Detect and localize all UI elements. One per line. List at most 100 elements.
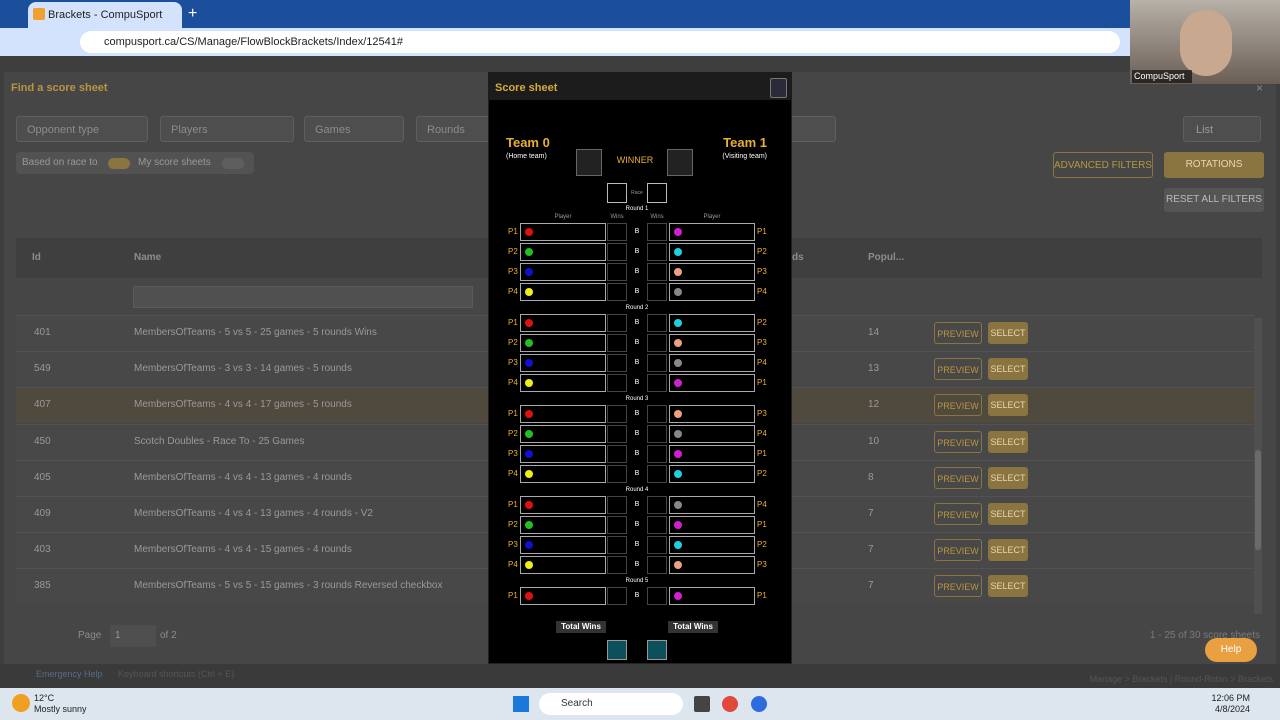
wins-box[interactable] (647, 374, 667, 392)
select-btn[interactable]: SELECT (988, 539, 1028, 562)
select-btn[interactable]: SELECT (988, 358, 1028, 381)
page-input[interactable]: 1 (110, 625, 156, 647)
select-btn[interactable]: SELECT (988, 394, 1028, 417)
help-btn[interactable]: Help (1205, 638, 1257, 662)
preview-btn[interactable]: PREVIEW (934, 394, 982, 417)
preview-btn[interactable]: PREVIEW (934, 322, 982, 344)
modal-close[interactable] (770, 78, 787, 98)
wins-box[interactable] (607, 425, 627, 443)
select-btn[interactable]: SELECT (988, 466, 1028, 489)
wins-box[interactable] (647, 283, 667, 301)
wins-box[interactable] (607, 223, 627, 241)
player-box[interactable] (520, 314, 606, 332)
wins-box[interactable] (607, 263, 627, 281)
player-box[interactable] (520, 425, 606, 443)
player-box[interactable] (520, 283, 606, 301)
wins-box[interactable] (647, 496, 667, 514)
wins-box[interactable] (607, 556, 627, 574)
app-icon[interactable] (722, 696, 738, 712)
footer-emergency[interactable]: Emergency Help (36, 669, 103, 679)
preview-btn[interactable]: PREVIEW (934, 503, 982, 525)
player-box[interactable] (669, 223, 755, 241)
start-button[interactable] (513, 696, 529, 712)
player-box[interactable] (669, 243, 755, 261)
wins-box[interactable] (607, 496, 627, 514)
wins-box[interactable] (647, 314, 667, 332)
wins-box[interactable] (647, 556, 667, 574)
select-btn[interactable]: SELECT (988, 430, 1028, 453)
search-box[interactable]: Search (539, 693, 683, 715)
player-box[interactable] (669, 465, 755, 483)
player-box[interactable] (520, 496, 606, 514)
wins-box[interactable] (607, 587, 627, 605)
player-box[interactable] (520, 556, 606, 574)
player-box[interactable] (520, 516, 606, 534)
wins-box[interactable] (647, 223, 667, 241)
toggle[interactable]: My score sheets (132, 152, 254, 174)
player-box[interactable] (520, 405, 606, 423)
wins-box[interactable] (647, 354, 667, 372)
player-box[interactable] (669, 405, 755, 423)
select-btn[interactable]: SELECT (988, 503, 1028, 525)
player-box[interactable] (669, 425, 755, 443)
app-icon[interactable] (751, 696, 767, 712)
wins-box[interactable] (647, 587, 667, 605)
wins-box[interactable] (647, 334, 667, 352)
player-box[interactable] (520, 334, 606, 352)
wins-box[interactable] (607, 465, 627, 483)
wins-box[interactable] (647, 405, 667, 423)
wins-box[interactable] (647, 425, 667, 443)
player-box[interactable] (520, 223, 606, 241)
race-box[interactable] (647, 183, 667, 203)
player-box[interactable] (520, 374, 606, 392)
player-box[interactable] (520, 445, 606, 463)
player-box[interactable] (669, 334, 755, 352)
wins-box[interactable] (607, 516, 627, 534)
reset-filters-btn[interactable]: RESET ALL FILTERS (1164, 188, 1264, 212)
player-box[interactable] (669, 283, 755, 301)
preview-btn[interactable]: PREVIEW (934, 358, 982, 381)
rotations-btn[interactable]: ROTATIONS (1164, 152, 1264, 178)
filter-dropdown[interactable]: Games (304, 116, 404, 142)
wins-box[interactable] (607, 405, 627, 423)
wins-box[interactable] (647, 465, 667, 483)
player-box[interactable] (669, 536, 755, 554)
preview-btn[interactable]: PREVIEW (934, 539, 982, 562)
player-box[interactable] (669, 374, 755, 392)
player-box[interactable] (669, 314, 755, 332)
tab[interactable]: Brackets - CompuSport (28, 2, 182, 28)
player-box[interactable] (669, 516, 755, 534)
select-btn[interactable]: SELECT (988, 322, 1028, 344)
wins-box[interactable] (607, 536, 627, 554)
advanced-filters-btn[interactable]: ADVANCED FILTERS (1053, 152, 1153, 178)
wins-box[interactable] (647, 516, 667, 534)
address-bar[interactable]: compusport.ca/CS/Manage/FlowBlockBracket… (80, 31, 1120, 53)
preview-btn[interactable]: PREVIEW (934, 430, 982, 453)
player-box[interactable] (669, 587, 755, 605)
player-box[interactable] (520, 243, 606, 261)
player-box[interactable] (520, 536, 606, 554)
player-box[interactable] (520, 263, 606, 281)
player-box[interactable] (520, 465, 606, 483)
filter-dropdown[interactable]: Players (160, 116, 294, 142)
wins-box[interactable] (607, 445, 627, 463)
wins-box[interactable] (607, 314, 627, 332)
close-page[interactable]: × (1256, 81, 1264, 95)
wins-box[interactable] (607, 354, 627, 372)
wins-box[interactable] (647, 445, 667, 463)
toggle[interactable]: Based on race to (16, 152, 140, 174)
filter-dropdown[interactable]: Opponent type (16, 116, 148, 142)
wins-box[interactable] (607, 374, 627, 392)
wins-box[interactable] (647, 263, 667, 281)
preview-btn[interactable]: PREVIEW (934, 575, 982, 598)
wins-box[interactable] (607, 334, 627, 352)
player-box[interactable] (520, 354, 606, 372)
new-tab[interactable]: + (188, 5, 198, 22)
player-box[interactable] (669, 556, 755, 574)
wins-box[interactable] (607, 243, 627, 261)
player-box[interactable] (669, 445, 755, 463)
player-box[interactable] (520, 587, 606, 605)
wins-box[interactable] (647, 243, 667, 261)
wins-box[interactable] (607, 283, 627, 301)
race-box[interactable] (607, 183, 627, 203)
